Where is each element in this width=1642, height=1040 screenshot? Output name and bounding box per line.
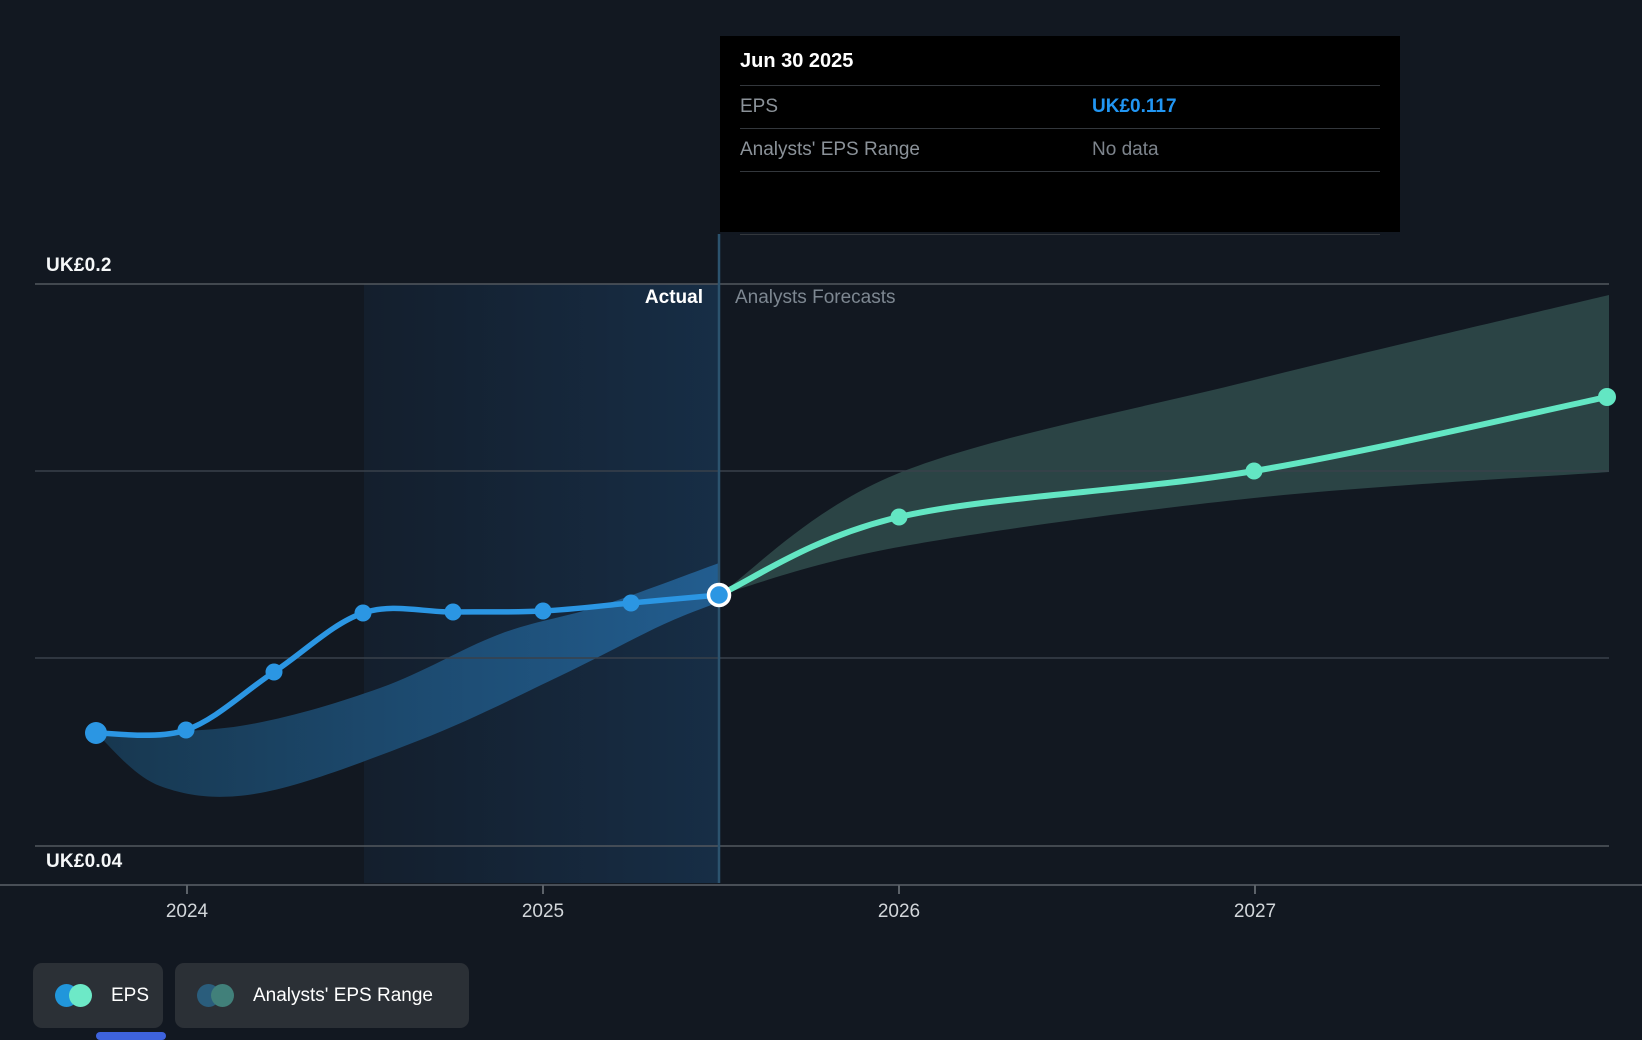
legend-eps-range-label: Analysts' EPS Range xyxy=(253,984,433,1006)
eps-actual-line xyxy=(93,592,722,739)
tooltip-eps-label: EPS xyxy=(740,96,779,117)
tooltip-eps-row: EPS UK£0.117 xyxy=(740,86,1380,129)
x-axis-label-2026: 2026 xyxy=(877,901,921,922)
x-axis-label-2025: 2025 xyxy=(521,901,565,922)
tooltip-range-value: No data xyxy=(1092,139,1159,160)
x-axis-label-2027: 2027 xyxy=(1233,901,1277,922)
eps-data-point-5[interactable] xyxy=(534,602,552,620)
eps-data-point-6[interactable] xyxy=(622,594,640,612)
tooltip-range-label: Analysts' EPS Range xyxy=(740,139,920,160)
eps-data-point-3[interactable] xyxy=(354,604,372,622)
legend-item-eps-range[interactable]: Analysts' EPS Range xyxy=(175,963,469,1028)
historical-eps-band xyxy=(96,563,719,797)
horizontal-scrollbar-thumb[interactable] xyxy=(96,1032,166,1040)
eps-data-point-0[interactable] xyxy=(85,722,107,744)
eps-data-point-2[interactable] xyxy=(265,663,283,681)
tooltip-eps-value: UK£0.117 xyxy=(1092,96,1177,117)
y-axis-label-bottom: UK£0.04 xyxy=(46,851,123,872)
eps-data-point-4[interactable] xyxy=(444,603,462,621)
range-legend-dots-icon xyxy=(197,983,241,1008)
forecast-data-point-2[interactable] xyxy=(1598,388,1616,406)
hovered-data-point-jun-2025[interactable] xyxy=(706,582,732,608)
y-axis-label-top: UK£0.2 xyxy=(46,255,112,276)
eps-forecast-line xyxy=(716,394,1610,598)
forecast-data-point-1[interactable] xyxy=(1245,462,1263,480)
phase-label-actual: Actual xyxy=(644,287,703,308)
range-dot-teal-icon xyxy=(211,983,234,1007)
tooltip-range-row: Analysts' EPS Range No data xyxy=(740,129,1380,172)
tooltip-date: Jun 30 2025 xyxy=(740,50,1380,86)
eps-data-point-1[interactable] xyxy=(177,721,195,739)
hover-tooltip: Jun 30 2025 EPS UK£0.117 Analysts' EPS R… xyxy=(720,36,1400,235)
tooltip-bottom-rule xyxy=(740,234,1380,235)
eps-dot-teal-icon xyxy=(69,983,92,1007)
phase-label-forecasts: Analysts Forecasts xyxy=(735,287,896,308)
x-axis-label-2024: 2024 xyxy=(165,901,209,922)
forecast-data-point-0[interactable] xyxy=(890,508,908,526)
analysts-eps-range-band xyxy=(719,295,1609,595)
legend-eps-label: EPS xyxy=(111,984,150,1006)
eps-legend-dots-icon xyxy=(55,983,99,1008)
past-year-highlight-region xyxy=(364,284,719,883)
legend-item-eps[interactable]: EPS xyxy=(33,963,163,1028)
